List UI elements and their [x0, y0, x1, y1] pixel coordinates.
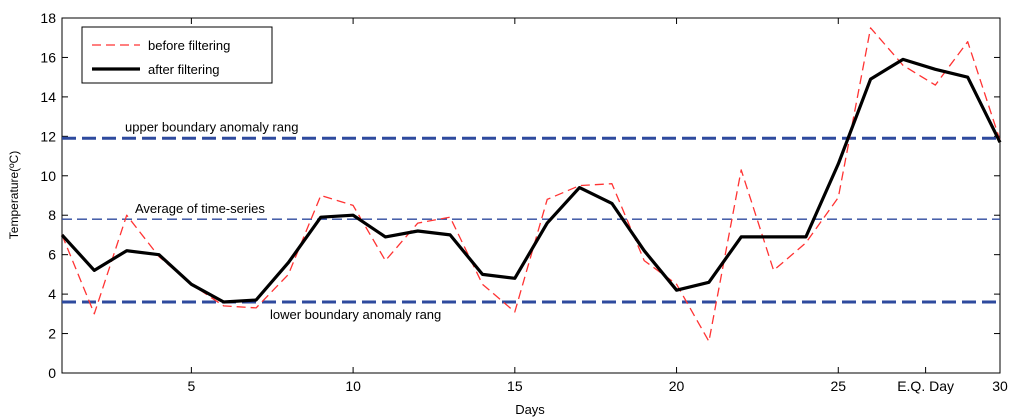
y-tick-label: 6 — [48, 247, 56, 263]
y-tick-label: 0 — [48, 365, 56, 381]
legend-box — [81, 26, 273, 84]
legend-label: after filtering — [148, 62, 220, 77]
y-tick-label: 14 — [40, 89, 56, 105]
legend-label: before filtering — [148, 38, 230, 53]
reference-line-label: upper boundary anomaly rang — [125, 119, 298, 134]
y-tick-label: 16 — [40, 49, 56, 65]
x-tick-label: 5 — [187, 378, 195, 394]
x-tick-label: 25 — [830, 378, 846, 394]
y-tick-label: 18 — [40, 10, 56, 26]
y-axis-label: Temperature(ºC) — [7, 151, 21, 239]
reference-line-label: Average of time-series — [135, 201, 265, 216]
series-line — [61, 27, 1001, 343]
y-tick-label: 4 — [48, 286, 56, 302]
y-tick-label: 2 — [48, 326, 56, 342]
x-tick-label: 10 — [345, 378, 361, 394]
x-axis-label: Days — [515, 402, 545, 417]
y-tick-label: 8 — [48, 207, 56, 223]
x-tick-label: 30 — [992, 378, 1008, 394]
x-tick-label: 20 — [669, 378, 685, 394]
reference-line-label: lower boundary anomaly rang — [270, 307, 441, 322]
eq-day-tick-label: E.Q. Day — [897, 378, 954, 394]
series-line — [60, 57, 1002, 304]
y-tick-label: 12 — [40, 128, 56, 144]
y-tick-label: 10 — [40, 168, 56, 184]
plot-frame — [61, 17, 1001, 374]
x-tick-label: 15 — [507, 378, 523, 394]
